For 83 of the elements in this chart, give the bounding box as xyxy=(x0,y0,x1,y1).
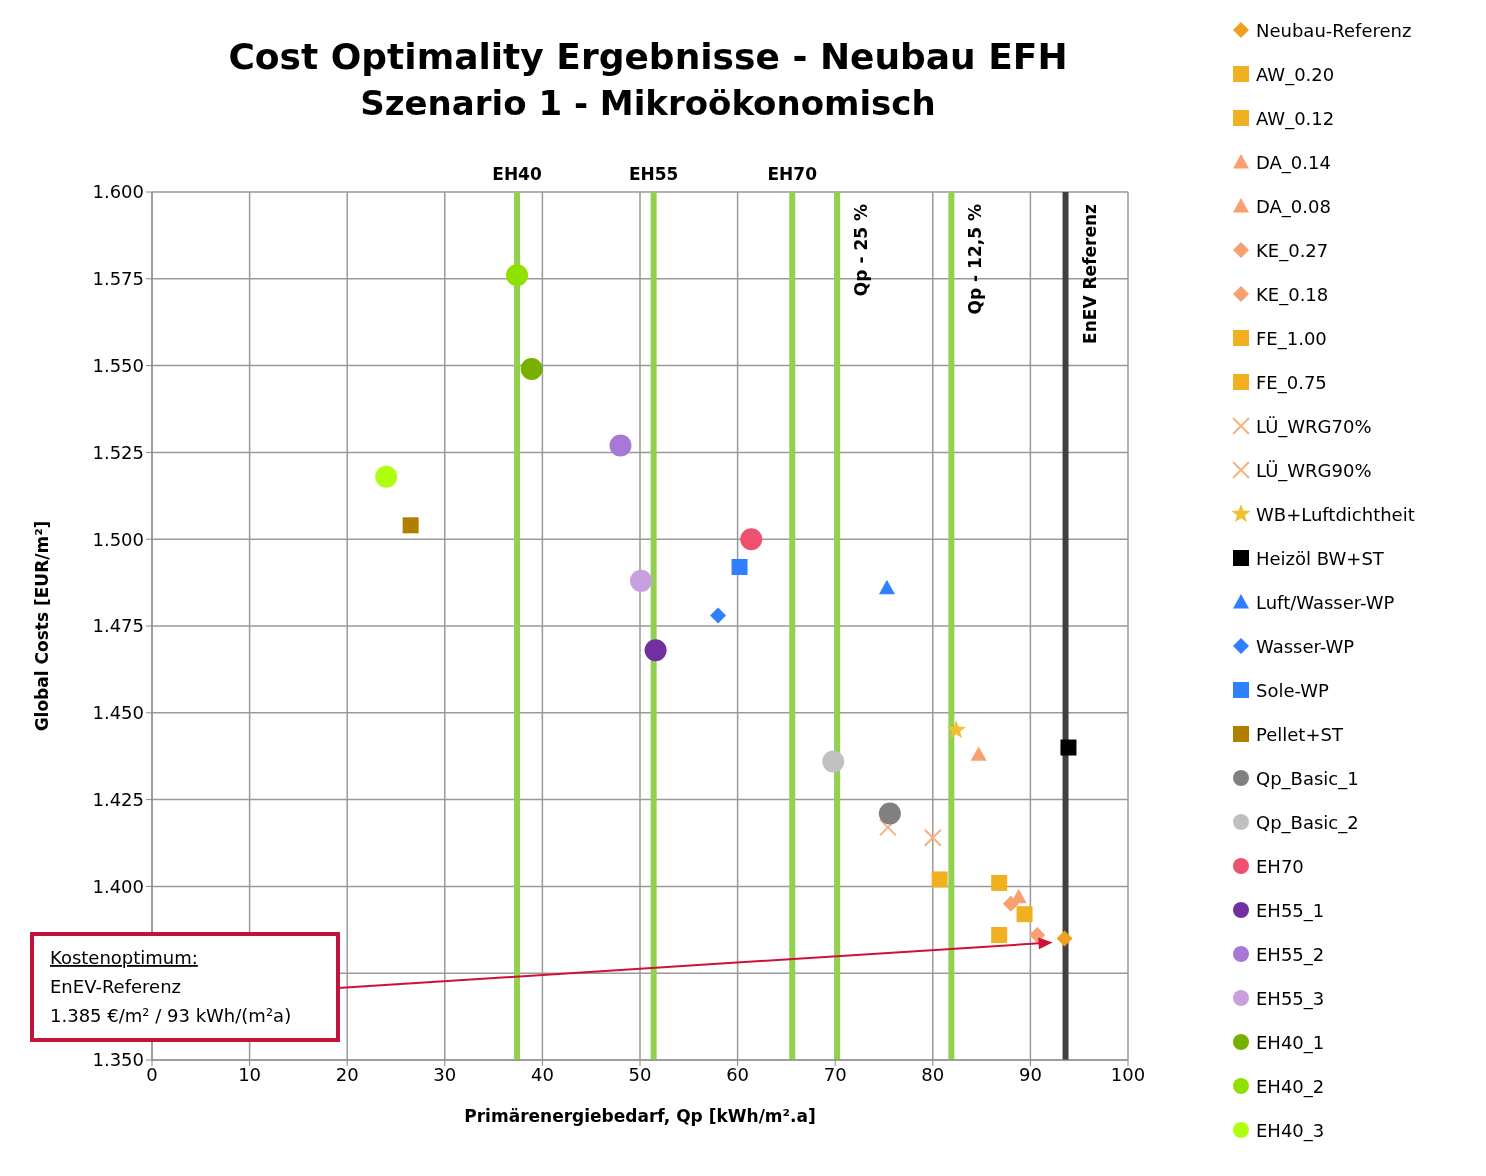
point xyxy=(923,828,942,847)
point xyxy=(731,558,748,575)
x-tick-label: 70 xyxy=(823,1063,847,1085)
point xyxy=(878,579,895,595)
x-tick-label: 30 xyxy=(433,1063,457,1085)
legend-label: LÜ_WRG70% xyxy=(1256,415,1372,437)
point xyxy=(520,358,543,381)
ref-line-label: Qp - 25 % xyxy=(851,204,872,297)
legend-label: DA_0.14 xyxy=(1256,151,1331,173)
chart-title: Cost Optimality Ergebnisse - Neubau EFH xyxy=(227,36,1069,77)
ref-line-label: Qp - 12,5 % xyxy=(965,204,986,315)
y-tick-label: 1.425 xyxy=(92,788,144,810)
point xyxy=(1002,895,1019,912)
y-tick-label: 1.600 xyxy=(92,181,144,203)
point xyxy=(644,639,667,662)
ref-line-label: EH40 xyxy=(492,164,542,184)
x-tick-label: 80 xyxy=(921,1063,945,1085)
point xyxy=(1056,930,1073,947)
y-tick-label: 1.475 xyxy=(92,615,144,637)
legend-label: Neubau-Referenz xyxy=(1256,19,1412,41)
point xyxy=(946,720,966,739)
x-tick-label: 100 xyxy=(1110,1063,1146,1085)
legend-label: AW_0.12 xyxy=(1256,107,1335,129)
legend-label: Sole-WP xyxy=(1256,679,1329,701)
x-tick-label: 10 xyxy=(238,1063,262,1085)
x-axis-title: Primärenergiebedarf, Qp [kWh/m².a] xyxy=(464,1106,816,1126)
legend-label: Pellet+ST xyxy=(1256,723,1343,745)
point xyxy=(1060,739,1077,756)
x-tick-label: 40 xyxy=(530,1063,554,1085)
ref-line-label: EH70 xyxy=(767,164,818,184)
point xyxy=(1016,906,1033,923)
legend-label: KE_0.27 xyxy=(1256,239,1329,261)
ref-line-label: EnEV Referenz xyxy=(1079,203,1100,344)
point xyxy=(931,871,948,888)
point xyxy=(609,434,632,457)
legend-label: Qp_Basic_1 xyxy=(1256,767,1359,789)
point xyxy=(506,264,529,287)
y-tick-label: 1.350 xyxy=(92,1049,144,1071)
point xyxy=(375,465,398,488)
y-axis-title: Global Costs [EUR/m²] xyxy=(32,520,53,732)
y-tick-label: 1.400 xyxy=(92,875,144,897)
legend-label: LÜ_WRG90% xyxy=(1256,459,1372,481)
legend-label: Luft/Wasser-WP xyxy=(1256,591,1395,613)
legend-label: Heizöl BW+ST xyxy=(1256,547,1384,569)
legend-label: EH70 xyxy=(1256,855,1304,877)
point xyxy=(991,927,1008,944)
y-tick-label: 1.500 xyxy=(92,528,144,550)
y-tick-label: 1.525 xyxy=(92,441,144,463)
legend-label: EH40_2 xyxy=(1256,1075,1325,1097)
y-tick-label: 1.550 xyxy=(92,354,144,376)
point xyxy=(740,528,763,551)
point xyxy=(822,750,845,773)
legend-label: Wasser-WP xyxy=(1256,635,1355,657)
y-tick-label: 1.450 xyxy=(92,702,144,724)
chart-subtitle: Szenario 1 - Mikroökonomisch xyxy=(359,83,937,123)
legend-label: WB+Luftdichtheit xyxy=(1256,503,1415,525)
x-tick-label: 60 xyxy=(726,1063,750,1085)
point xyxy=(629,569,652,592)
point xyxy=(878,818,897,837)
x-tick-label: 0 xyxy=(146,1063,158,1085)
legend-label: Qp_Basic_2 xyxy=(1256,811,1359,833)
ref-line-label: EH55 xyxy=(628,164,679,184)
legend-label: EH55_3 xyxy=(1256,987,1325,1009)
annotation: Kostenoptimum: EnEV-Referenz 1.385 €/m² / 93 kWh/(m²a) xyxy=(50,947,292,1026)
x-tick-label: 90 xyxy=(1018,1063,1042,1085)
x-tick-label: 50 xyxy=(628,1063,652,1085)
legend-label: EH55_1 xyxy=(1256,899,1325,921)
legend-label: AW_0.20 xyxy=(1256,63,1335,85)
legend-label: EH55_2 xyxy=(1256,943,1325,965)
legend-label: EH40_3 xyxy=(1256,1119,1325,1141)
point xyxy=(1029,927,1046,944)
point xyxy=(710,607,727,624)
point xyxy=(878,802,901,825)
legend-label: KE_0.18 xyxy=(1256,283,1329,305)
x-tick-label: 20 xyxy=(335,1063,359,1085)
point xyxy=(970,746,987,761)
legend-label: EH40_1 xyxy=(1256,1031,1325,1053)
legend-label: FE_1.00 xyxy=(1256,327,1327,349)
point xyxy=(402,517,419,534)
point xyxy=(991,874,1008,891)
legend-label: FE_0.75 xyxy=(1256,371,1327,393)
legend-label: DA_0.08 xyxy=(1256,195,1331,217)
y-tick-label: 1.575 xyxy=(92,268,144,290)
